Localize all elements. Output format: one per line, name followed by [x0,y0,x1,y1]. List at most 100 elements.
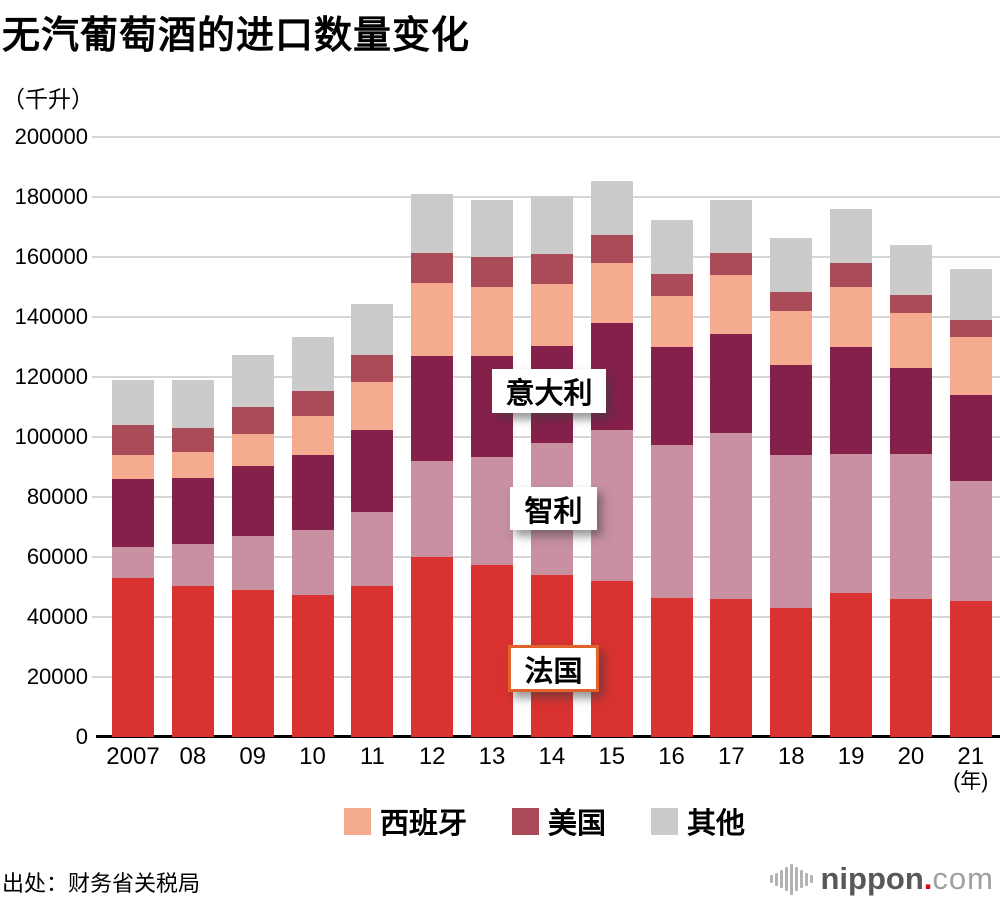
legend-label: 西班牙 [380,808,468,840]
bar-segment-智利-18 [770,455,813,608]
bar-segment-法国-09 [231,590,274,737]
legend: 西班牙 美国 其他 [344,804,745,840]
x-axis-label: 21 [957,743,985,770]
legend-item-其他: 其他 [651,800,745,842]
bar-segment-法国-10 [291,595,334,737]
y-axis-tick-label: 60000 [26,544,88,569]
x-axis-label: 17 [718,743,745,770]
bar-segment-意大利-16 [650,347,693,445]
bar-segment-智利-08 [171,544,214,586]
x-axis-label: 13 [478,743,506,770]
bar-segment-西班牙-10 [291,416,334,455]
bar-segment-其他-18 [770,238,813,292]
bar-segment-法国-19 [830,593,873,737]
bar-segment-美国-11 [351,355,394,382]
y-axis-tick-label: 140000 [14,304,88,329]
bar-segment-意大利-20 [889,368,932,454]
bar-segment-意大利-2007 [112,479,154,547]
x-axis-label: 14 [538,743,566,770]
logo-dot: . [923,861,933,896]
bar-segment-意大利-17 [710,334,753,433]
legend-label: 美国 [548,808,607,840]
bar-segment-法国-18 [770,608,813,737]
x-axis-label: 08 [179,743,207,770]
bar-segment-法国-21 [949,601,992,737]
bar-segment-其他-21 [949,269,992,320]
legend-label: 其他 [687,808,746,840]
series-annotation-法国: 法国 [508,645,599,692]
bar-segment-美国-09 [231,407,274,434]
bar-segment-西班牙-09 [231,434,274,466]
bar-segment-法国-2007 [112,578,154,737]
bar-segment-美国-18 [770,292,813,311]
y-axis-tick-label: 40000 [26,604,88,629]
bar-segment-智利-13 [471,457,514,565]
bar-segment-西班牙-14 [530,284,573,346]
x-axis-label: 18 [777,743,805,770]
bar-segment-美国-10 [291,391,334,416]
bar-segment-其他-14 [530,196,573,254]
bar-segment-智利-16 [650,445,693,598]
bar-segment-意大利-08 [171,478,214,544]
bar-segment-美国-14 [530,254,573,284]
bar-segment-西班牙-20 [889,313,932,368]
bar-segment-美国-13 [471,257,514,287]
x-axis-label: 2007 [106,743,160,770]
bar-segment-其他-2007 [112,380,154,425]
y-axis-tick-label: 100000 [14,424,88,449]
x-axis-label: 10 [299,743,326,770]
bar-segment-智利-12 [411,461,454,557]
bar-segment-法国-08 [171,586,214,737]
bar-segment-西班牙-13 [471,287,514,356]
bar-segment-其他-12 [411,194,454,253]
bar-segment-智利-19 [830,454,873,593]
bar-segment-西班牙-15 [590,263,633,323]
x-axis-year-suffix: (年) [953,770,989,793]
bar-segment-美国-15 [590,235,633,263]
source-label: 出处：财务省关税局 [2,871,201,896]
bar-segment-意大利-21 [949,395,992,481]
logo-text-nippon: nippon [820,861,924,896]
bar-segment-智利-17 [710,433,753,599]
bar-segment-智利-21 [949,481,992,601]
bar-segment-智利-20 [889,454,932,599]
series-annotation-意大利: 意大利 [492,369,606,413]
bar-segment-意大利-11 [351,430,394,512]
x-axis-label: 16 [658,743,685,770]
bar-segment-西班牙-21 [949,337,992,395]
bar-segment-法国-12 [411,557,454,737]
bar-segment-其他-13 [471,200,514,257]
bar-segment-西班牙-16 [650,296,693,347]
legend-swatch [651,807,679,835]
bar-segment-其他-16 [650,220,693,274]
chart-title: 无汽葡萄酒的进口数量变化 [2,15,471,57]
x-axis-label: 20 [897,743,925,770]
bar-segment-西班牙-17 [710,275,753,334]
bar-segment-智利-2007 [112,547,154,578]
bar-segment-其他-09 [231,355,274,407]
bar-segment-美国-16 [650,274,693,296]
bar-segment-智利-11 [351,512,394,586]
bar-segment-西班牙-08 [171,452,214,478]
bar-segment-意大利-10 [291,455,334,530]
bar-segment-意大利-12 [411,356,454,461]
legend-item-美国: 美国 [512,800,606,842]
y-axis-tick-label: 200000 [14,124,88,149]
bar-segment-法国-17 [710,599,753,737]
bar-segment-美国-08 [171,428,214,452]
bar-segment-法国-11 [351,586,394,737]
bar-segment-美国-21 [949,320,992,337]
y-axis-tick-label: 20000 [26,664,88,689]
y-axis-tick-label: 120000 [14,364,88,389]
nippon-logo: nippon.com [769,858,995,900]
y-axis-tick-label: 180000 [14,184,88,209]
bar-segment-美国-17 [710,253,753,275]
x-axis-label: 15 [598,743,626,770]
bar-segment-其他-08 [171,380,214,428]
gridline [92,136,1000,138]
bar-segment-美国-19 [830,263,873,287]
legend-swatch [344,807,371,835]
bar-segment-意大利-18 [770,365,813,455]
bar-segment-西班牙-18 [770,311,813,365]
y-axis-unit-label: （千升） [2,86,94,112]
